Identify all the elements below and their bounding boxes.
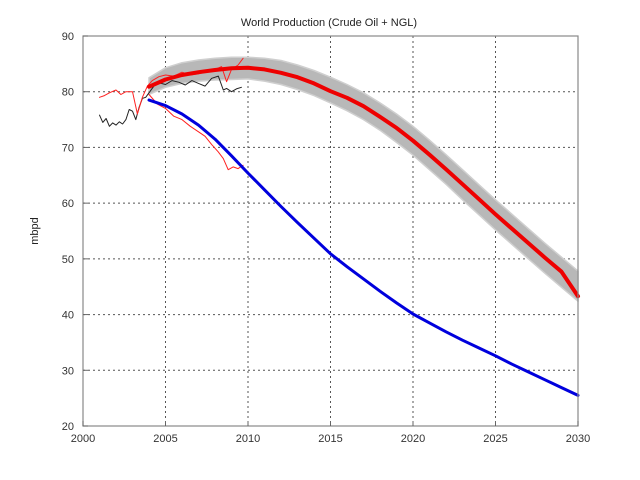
x-tick-label: 2025 (483, 433, 507, 445)
x-tick-label: 2030 (566, 433, 590, 445)
x-axis: 2000 2005 2010 2015 2020 2025 2030 (71, 421, 590, 445)
y-tick-label: 70 (62, 142, 74, 154)
y-tick-label: 50 (62, 254, 74, 266)
x-tick-label: 2015 (318, 433, 342, 445)
blue-decline-line (147, 98, 580, 397)
y-tick-label: 40 (62, 310, 74, 322)
y-tick-label: 20 (62, 421, 74, 433)
x-tick-label: 2000 (71, 433, 95, 445)
series-layer (99, 57, 580, 397)
y-tick-label: 90 (62, 31, 74, 43)
y-tick-label: 80 (62, 87, 74, 99)
chart-title: World Production (Crude Oil + NGL) (241, 17, 417, 29)
y-tick-label: 30 (62, 365, 74, 377)
x-tick-label: 2005 (153, 433, 177, 445)
y-axis: 20 30 40 50 60 70 80 90 (62, 31, 88, 433)
black-history-line (99, 75, 242, 127)
y-axis-label: mbpd (29, 217, 41, 245)
x-tick-label: 2010 (236, 433, 260, 445)
red-decline-history-line (148, 94, 244, 171)
y-tick-label: 60 (62, 198, 74, 210)
red-projection-line (147, 65, 580, 299)
x-tick-label: 2020 (401, 433, 425, 445)
